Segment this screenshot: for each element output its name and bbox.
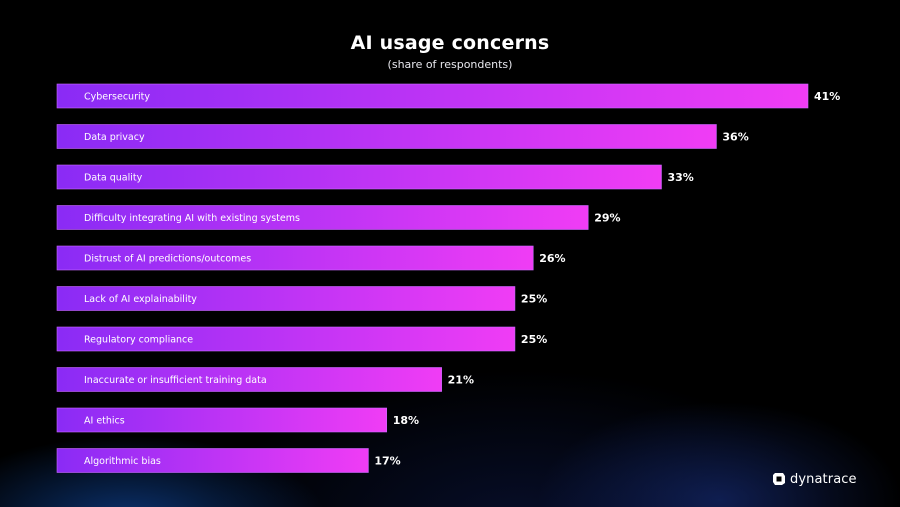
dynatrace-logo-icon bbox=[773, 473, 785, 485]
bar-value-label: 18% bbox=[393, 414, 419, 427]
bar-category-label: Data quality bbox=[84, 173, 143, 184]
brand-name: dynatrace bbox=[790, 471, 857, 487]
bar-category-label: Distrust of AI predictions/outcomes bbox=[84, 254, 251, 265]
bar-category-label: Inaccurate or insufficient training data bbox=[84, 375, 267, 386]
bar-value-label: 41% bbox=[814, 90, 840, 103]
bar-10 bbox=[56, 448, 369, 473]
bar-category-label: AI ethics bbox=[84, 416, 125, 427]
bar-value-label: 17% bbox=[374, 455, 400, 468]
bar-1 bbox=[56, 83, 809, 109]
bar-value-label: 26% bbox=[539, 252, 565, 265]
bar-2 bbox=[56, 124, 717, 149]
bar-category-label: Difficulty integrating AI with existing … bbox=[84, 213, 300, 224]
bar-8 bbox=[56, 367, 442, 392]
bar-category-label: Regulatory compliance bbox=[84, 335, 193, 346]
brand-logo: dynatrace bbox=[772, 470, 857, 488]
chart-subtitle: (share of respondents) bbox=[387, 58, 513, 71]
bar-category-label: Cybersecurity bbox=[84, 92, 150, 103]
chart-title: AI usage concerns bbox=[350, 32, 550, 54]
bar-6 bbox=[56, 286, 516, 311]
bar-7 bbox=[56, 326, 516, 352]
bar-4 bbox=[56, 205, 589, 230]
bar-value-label: 33% bbox=[667, 171, 693, 184]
bar-category-label: Lack of AI explainability bbox=[84, 294, 197, 305]
bar-9 bbox=[56, 407, 388, 433]
bar-value-label: 29% bbox=[594, 212, 620, 225]
bar-value-label: 36% bbox=[722, 131, 748, 144]
bar-value-label: 25% bbox=[521, 333, 547, 346]
bar-value-label: 21% bbox=[448, 374, 474, 387]
bar-category-label: Algorithmic bias bbox=[84, 456, 161, 467]
bar-value-label: 25% bbox=[521, 293, 547, 306]
bar-category-label: Data privacy bbox=[84, 132, 145, 143]
bar-5 bbox=[56, 245, 534, 271]
bar-3 bbox=[56, 164, 662, 190]
